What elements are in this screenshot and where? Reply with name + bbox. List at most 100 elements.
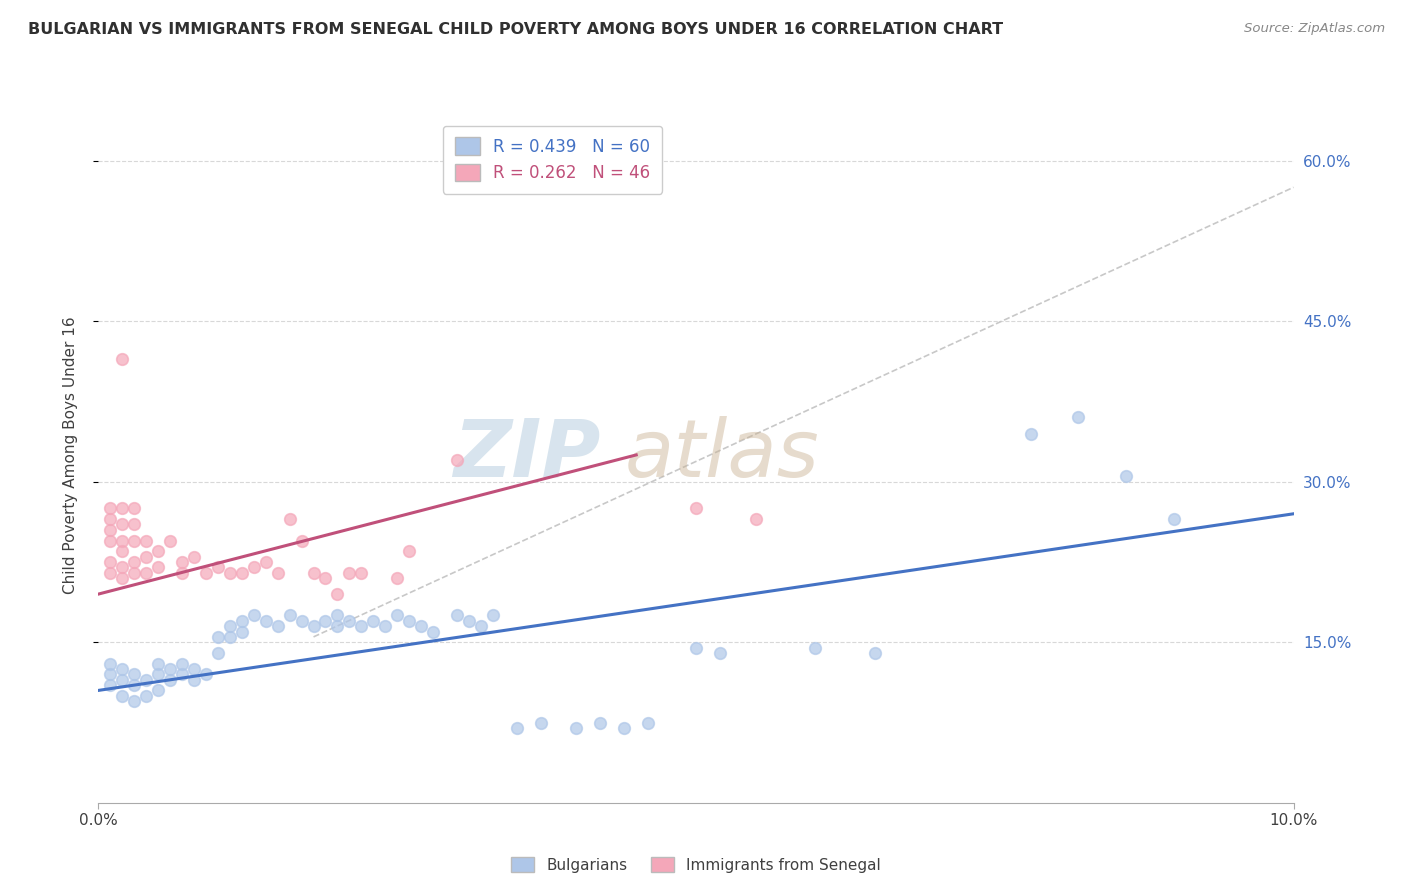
Point bbox=[267, 619, 290, 633]
Point bbox=[326, 608, 349, 623]
Point bbox=[350, 566, 373, 580]
Point bbox=[398, 614, 420, 628]
Point bbox=[385, 571, 409, 585]
Point bbox=[111, 533, 134, 548]
Point bbox=[745, 512, 768, 526]
Point bbox=[613, 721, 636, 735]
Point bbox=[589, 715, 612, 730]
Point bbox=[470, 619, 492, 633]
Point bbox=[278, 608, 301, 623]
Point bbox=[231, 566, 253, 580]
Y-axis label: Child Poverty Among Boys Under 16: Child Poverty Among Boys Under 16 bbox=[63, 316, 77, 594]
Point bbox=[350, 619, 373, 633]
Point bbox=[148, 657, 170, 671]
Point bbox=[709, 646, 731, 660]
Point bbox=[195, 566, 218, 580]
Point bbox=[302, 566, 325, 580]
Point bbox=[100, 512, 122, 526]
Point bbox=[111, 689, 134, 703]
Point bbox=[172, 566, 194, 580]
Point bbox=[363, 614, 385, 628]
Point bbox=[124, 533, 146, 548]
Point bbox=[100, 555, 122, 569]
Point bbox=[172, 657, 194, 671]
Point bbox=[1163, 512, 1185, 526]
Point bbox=[124, 555, 146, 569]
Point bbox=[172, 555, 194, 569]
Point bbox=[135, 533, 157, 548]
Point bbox=[231, 624, 253, 639]
Point bbox=[124, 517, 146, 532]
Point bbox=[183, 673, 205, 687]
Point bbox=[100, 533, 122, 548]
Point bbox=[159, 533, 181, 548]
Point bbox=[254, 555, 277, 569]
Point bbox=[506, 721, 529, 735]
Point bbox=[411, 619, 433, 633]
Point bbox=[135, 673, 157, 687]
Point bbox=[148, 560, 170, 574]
Point bbox=[458, 614, 481, 628]
Legend: Bulgarians, Immigrants from Senegal: Bulgarians, Immigrants from Senegal bbox=[505, 850, 887, 879]
Point bbox=[100, 566, 122, 580]
Point bbox=[422, 624, 444, 639]
Point bbox=[637, 715, 659, 730]
Text: Source: ZipAtlas.com: Source: ZipAtlas.com bbox=[1244, 22, 1385, 36]
Point bbox=[1115, 469, 1137, 483]
Point bbox=[111, 673, 134, 687]
Point bbox=[100, 667, 122, 681]
Point bbox=[111, 662, 134, 676]
Point bbox=[565, 721, 588, 735]
Point bbox=[207, 646, 229, 660]
Point bbox=[159, 673, 181, 687]
Point bbox=[159, 662, 181, 676]
Text: BULGARIAN VS IMMIGRANTS FROM SENEGAL CHILD POVERTY AMONG BOYS UNDER 16 CORRELATI: BULGARIAN VS IMMIGRANTS FROM SENEGAL CHI… bbox=[28, 22, 1004, 37]
Point bbox=[183, 662, 205, 676]
Point bbox=[685, 640, 707, 655]
Text: ZIP: ZIP bbox=[453, 416, 600, 494]
Point bbox=[685, 501, 707, 516]
Point bbox=[243, 608, 266, 623]
Point bbox=[172, 667, 194, 681]
Point bbox=[148, 667, 170, 681]
Point bbox=[302, 619, 325, 633]
Point bbox=[111, 560, 134, 574]
Point bbox=[481, 608, 505, 623]
Point bbox=[326, 619, 349, 633]
Point bbox=[398, 544, 420, 558]
Point bbox=[1019, 426, 1042, 441]
Point bbox=[339, 614, 360, 628]
Point bbox=[446, 608, 468, 623]
Point bbox=[111, 544, 134, 558]
Point bbox=[124, 501, 146, 516]
Text: atlas: atlas bbox=[624, 416, 820, 494]
Point bbox=[219, 566, 242, 580]
Point bbox=[124, 678, 146, 692]
Point bbox=[135, 689, 157, 703]
Point bbox=[339, 566, 360, 580]
Point bbox=[267, 566, 290, 580]
Point bbox=[148, 544, 170, 558]
Point bbox=[243, 560, 266, 574]
Point bbox=[529, 715, 551, 730]
Point bbox=[1067, 410, 1090, 425]
Point bbox=[207, 560, 229, 574]
Point bbox=[135, 549, 157, 564]
Point bbox=[219, 630, 242, 644]
Point bbox=[326, 587, 349, 601]
Point bbox=[278, 512, 301, 526]
Point bbox=[124, 566, 146, 580]
Point bbox=[100, 657, 122, 671]
Point bbox=[135, 566, 157, 580]
Point bbox=[315, 614, 337, 628]
Point bbox=[231, 614, 253, 628]
Point bbox=[374, 619, 396, 633]
Point bbox=[100, 501, 122, 516]
Point bbox=[183, 549, 205, 564]
Point bbox=[100, 523, 122, 537]
Point bbox=[865, 646, 887, 660]
Point bbox=[111, 351, 134, 366]
Point bbox=[291, 533, 314, 548]
Point bbox=[207, 630, 229, 644]
Point bbox=[100, 678, 122, 692]
